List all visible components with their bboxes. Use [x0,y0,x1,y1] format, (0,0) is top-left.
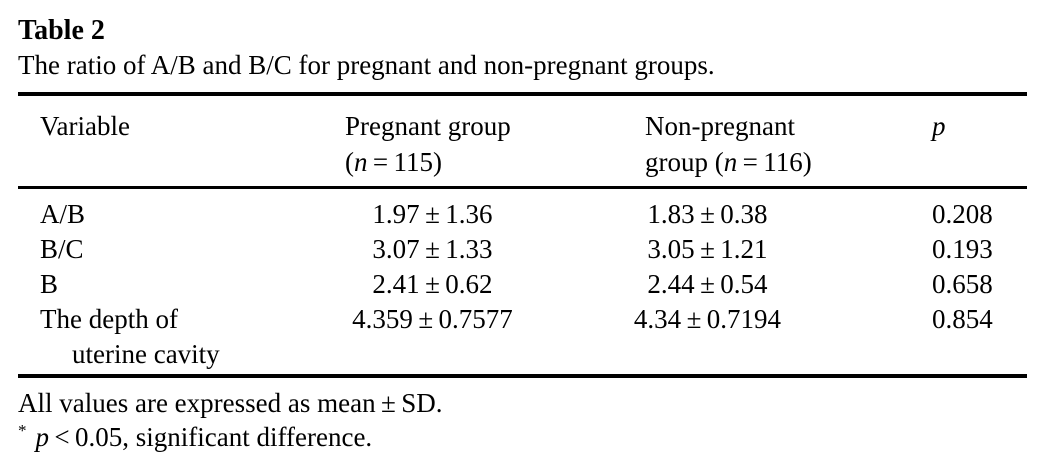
data-table: Variable Pregnant group (n = 115) Non-pr… [18,92,1027,378]
column-header-nonpregnant-group: Non-pregnant group (n = 116) [630,94,900,188]
pregnant-value-cell: 2.41 ± 0.62 [372,269,493,299]
n-symbol: n [723,147,738,177]
p-symbol: p [35,422,50,452]
table-title: Table 2 [18,15,105,46]
table-header: Variable Pregnant group (n = 115) Non-pr… [18,94,1027,188]
table-row-bc: B/C 3.07 ± 1.33 3.05 ± 1.21 0.193 [18,232,1027,267]
pregnant-value-cell: 4.359 ± 0.7577 [352,304,513,334]
column-header-p: p [932,111,946,141]
variable-line1: The depth of [40,304,178,334]
footnote-mean-sd: All values are expressed as mean ± SD. [18,388,443,418]
header-row: Variable Pregnant group (n = 115) Non-pr… [18,94,1027,188]
column-header-variable: Variable [40,111,130,141]
sample-size: = 116) [737,147,812,177]
pregnant-value-cell: 1.97 ± 1.36 [372,199,493,229]
variable-cell: B [40,269,59,299]
table-row-uterine-depth: The depth of uterine cavity 4.359 ± 0.75… [18,302,1027,376]
table-caption: The ratio of A/B and B/C for pregnant an… [18,50,715,80]
nonpregnant-value-cell: 3.05 ± 1.21 [647,234,768,264]
table-row-ab: A/B 1.97 ± 1.36 1.83 ± 0.38 0.208 [18,188,1027,233]
variable-cell: A/B [40,199,86,229]
column-header-line1: Pregnant group [345,111,511,141]
column-header-line2: group (n = 116) [645,144,900,180]
paren-open: ( [345,147,354,177]
table-row-b: B 2.41 ± 0.62 2.44 ± 0.54 0.658 [18,267,1027,302]
pregnant-value-cell: 3.07 ± 1.33 [372,234,493,264]
column-header-line2: (n = 115) [345,144,630,180]
n-symbol: n [354,147,368,177]
nonpregnant-value-cell: 2.44 ± 0.54 [647,269,768,299]
variable-cell: The depth of uterine cavity [18,302,330,376]
asterisk-marker: * [18,421,27,440]
p-value-cell: 0.193 [932,234,993,264]
sample-size: = 115) [367,147,443,177]
significance-text: < 0.05, significant difference. [49,422,373,452]
footnote-significance: * p < 0.05, significant difference. [18,420,1027,454]
p-value-cell: 0.854 [932,304,993,334]
variable-cell: B/C [40,234,84,264]
p-value-cell: 0.208 [932,199,993,229]
nonpregnant-value-cell: 1.83 ± 0.38 [647,199,768,229]
p-value-cell: 0.658 [932,269,993,299]
column-header-pregnant-group: Pregnant group (n = 115) [330,94,630,188]
group-word: group ( [645,147,724,177]
column-header-line1: Non-pregnant [645,111,795,141]
variable-line2: uterine cavity [72,339,220,369]
nonpregnant-value-cell: 4.34 ± 0.7194 [633,304,782,334]
table-body: A/B 1.97 ± 1.36 1.83 ± 0.38 0.208 B/C 3.… [18,188,1027,377]
